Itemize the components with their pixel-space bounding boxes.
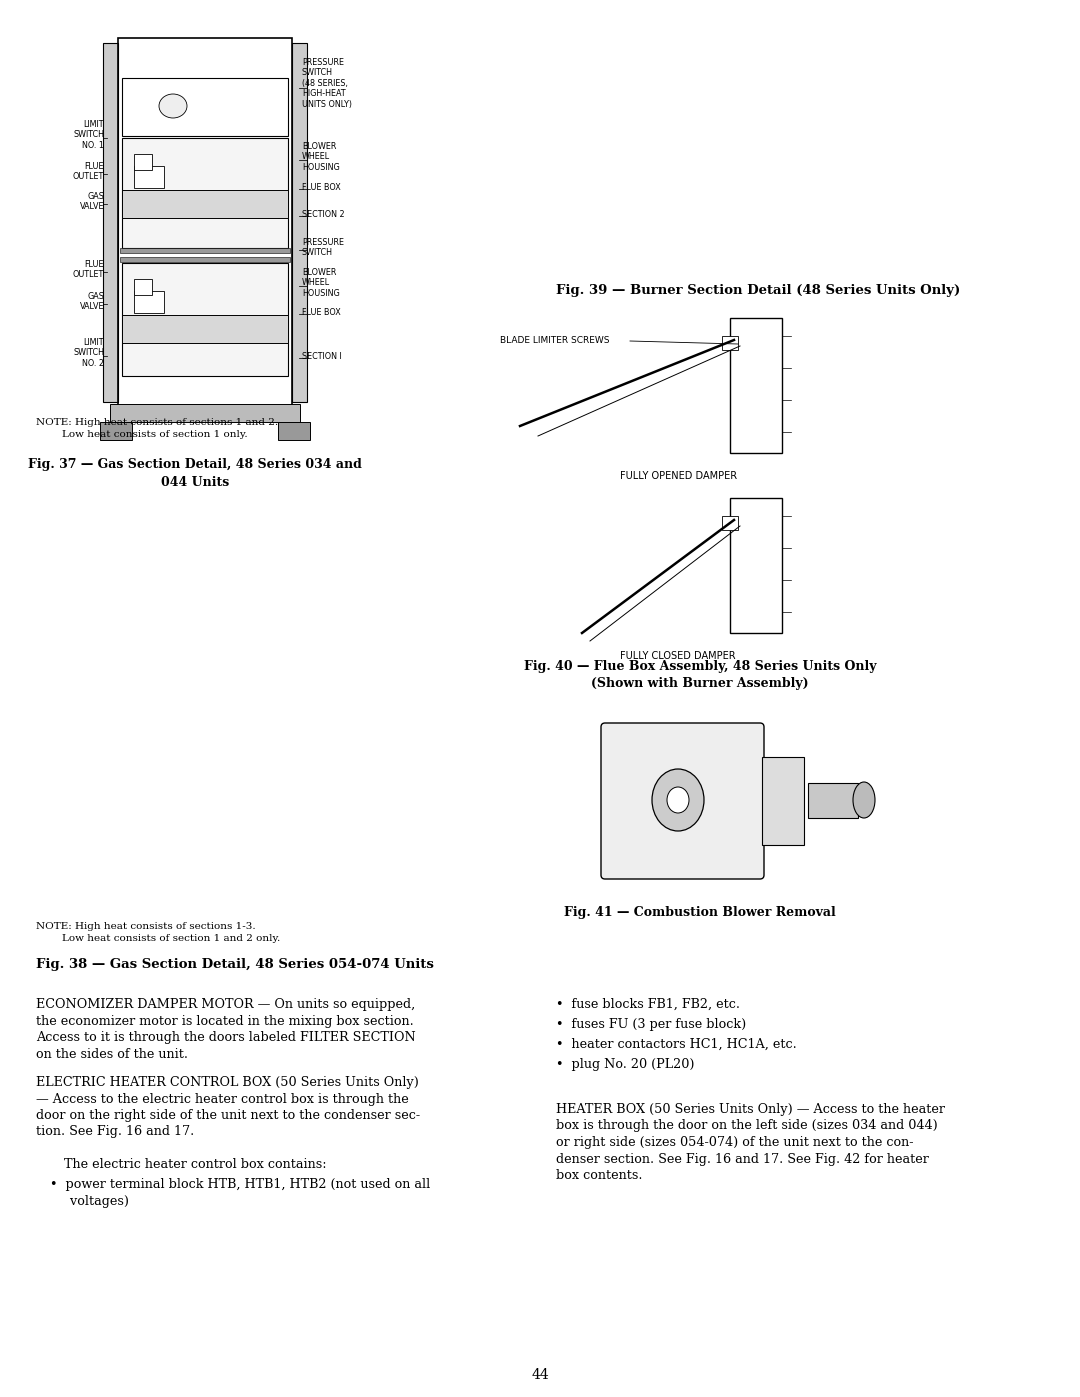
Text: FULLY CLOSED DAMPER: FULLY CLOSED DAMPER [620, 651, 735, 661]
Bar [122, 190, 288, 218]
Text: PRESSURE
SWITCH
(48 SERIES,
HIGH-HEAT
UNITS ONLY): PRESSURE SWITCH (48 SERIES, HIGH-HEAT UN… [302, 59, 352, 109]
Bar [122, 78, 288, 136]
Bar [134, 154, 152, 170]
Text: LIMIT
SWITCH
NO. 2: LIMIT SWITCH NO. 2 [73, 338, 104, 367]
Text: SECTION 2: SECTION 2 [302, 210, 345, 219]
Text: 44: 44 [531, 1368, 549, 1382]
Bar [100, 422, 132, 440]
Text: HEATER BOX (50 Series Units Only) — Access to the heater
box is through the door: HEATER BOX (50 Series Units Only) — Acce… [556, 1104, 945, 1182]
Ellipse shape [667, 787, 689, 813]
Text: Fig. 38 — Gas Section Detail, 48 Series 054-074 Units: Fig. 38 — Gas Section Detail, 48 Series … [36, 958, 434, 971]
Text: Fig. 39 — Burner Section Detail (48 Series Units Only): Fig. 39 — Burner Section Detail (48 Seri… [556, 284, 960, 298]
Text: BLOWER
WHEEL
HOUSING: BLOWER WHEEL HOUSING [302, 268, 340, 298]
Bar [120, 249, 291, 253]
Text: GAS
VALVE: GAS VALVE [80, 191, 104, 211]
Text: LIMIT
SWITCH
NO. 1: LIMIT SWITCH NO. 1 [73, 120, 104, 149]
Bar [134, 279, 152, 295]
Ellipse shape [159, 94, 187, 117]
Bar [292, 43, 307, 402]
Bar [134, 166, 164, 189]
Text: FLUE
OUTLET: FLUE OUTLET [72, 260, 104, 279]
Text: NOTE: High heat consists of sections 1 and 2.
        Low heat consists of secti: NOTE: High heat consists of sections 1 a… [36, 418, 279, 439]
Bar [730, 319, 782, 453]
Ellipse shape [652, 768, 704, 831]
Text: •  power terminal block HTB, HTB1, HTB2 (not used on all
     voltages): • power terminal block HTB, HTB1, HTB2 (… [50, 1178, 430, 1207]
Text: •  fuses FU (3 per fuse block): • fuses FU (3 per fuse block) [556, 1018, 746, 1031]
Bar [110, 404, 300, 422]
FancyBboxPatch shape [600, 724, 764, 879]
Text: PRESSURE
SWITCH: PRESSURE SWITCH [302, 237, 345, 257]
Text: BLOWER
WHEEL
HOUSING: BLOWER WHEEL HOUSING [302, 142, 340, 172]
Bar [723, 337, 738, 351]
Bar [730, 497, 782, 633]
Bar [122, 314, 288, 344]
Bar [122, 263, 288, 376]
Text: FLUE BOX: FLUE BOX [302, 183, 341, 191]
Text: The electric heater control box contains:: The electric heater control box contains… [64, 1158, 326, 1171]
Bar [103, 43, 118, 402]
Text: •  heater contactors HC1, HC1A, etc.: • heater contactors HC1, HC1A, etc. [556, 1038, 797, 1051]
Bar [808, 782, 858, 819]
Bar [118, 38, 292, 412]
Text: •  fuse blocks FB1, FB2, etc.: • fuse blocks FB1, FB2, etc. [556, 997, 740, 1011]
Text: NOTE: High heat consists of sections 1-3.
        Low heat consists of section 1: NOTE: High heat consists of sections 1-3… [36, 922, 280, 943]
Text: •  plug No. 20 (PL20): • plug No. 20 (PL20) [556, 1058, 694, 1071]
Text: SECTION I: SECTION I [302, 352, 341, 360]
Text: ELECTRIC HEATER CONTROL BOX (50 Series Units Only)
— Access to the electric heat: ELECTRIC HEATER CONTROL BOX (50 Series U… [36, 1076, 420, 1139]
Text: GAS
VALVE: GAS VALVE [80, 292, 104, 312]
Text: ECONOMIZER DAMPER MOTOR — On units so equipped,
the economizer motor is located : ECONOMIZER DAMPER MOTOR — On units so eq… [36, 997, 416, 1060]
Text: BLADE LIMITER SCREWS: BLADE LIMITER SCREWS [500, 337, 609, 345]
Text: Fig. 41 — Combustion Blower Removal: Fig. 41 — Combustion Blower Removal [564, 907, 836, 919]
Bar [762, 757, 804, 845]
Ellipse shape [853, 782, 875, 819]
Bar [122, 138, 288, 249]
Text: FLUE BOX: FLUE BOX [302, 307, 341, 317]
Bar [723, 515, 738, 529]
Text: Fig. 40 — Flue Box Assembly, 48 Series Units Only
(Shown with Burner Assembly): Fig. 40 — Flue Box Assembly, 48 Series U… [524, 659, 876, 690]
Bar [120, 257, 291, 263]
Text: FULLY OPENED DAMPER: FULLY OPENED DAMPER [620, 471, 738, 481]
Bar [134, 291, 164, 313]
Text: Fig. 37 — Gas Section Detail, 48 Series 034 and
044 Units: Fig. 37 — Gas Section Detail, 48 Series … [28, 458, 362, 489]
Text: FLUE
OUTLET: FLUE OUTLET [72, 162, 104, 182]
Bar [278, 422, 310, 440]
